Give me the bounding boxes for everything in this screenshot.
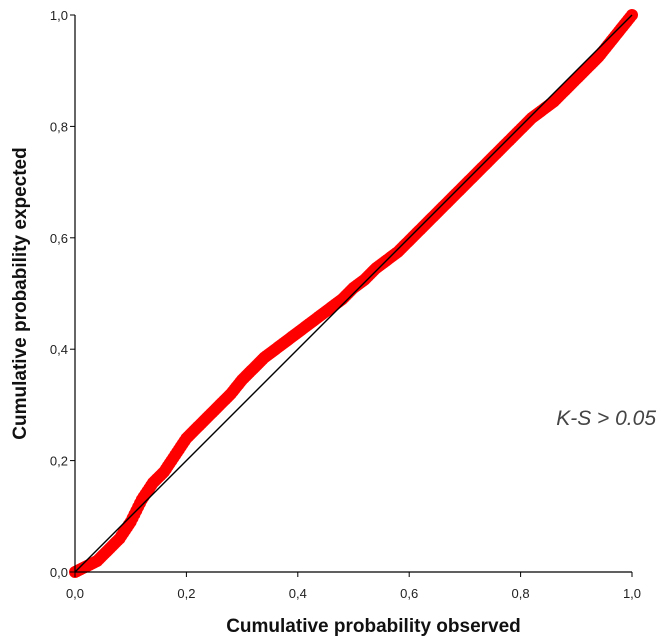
y-ticks: 0,0 0,2 0,4 0,6 0,8 1,0	[50, 8, 75, 580]
y-tick-label: 0,2	[50, 454, 68, 469]
plot-area	[69, 9, 638, 578]
x-tick-label: 0,8	[512, 586, 530, 601]
x-tick-label: 0,6	[400, 586, 418, 601]
x-tick-label: 0,0	[66, 586, 84, 601]
y-tick-label: 0,4	[50, 342, 68, 357]
y-tick-label: 0,8	[50, 119, 68, 134]
y-tick-label: 0,6	[50, 231, 68, 246]
x-tick-label: 0,2	[177, 586, 195, 601]
y-tick-label: 1,0	[50, 8, 68, 23]
x-tick-label: 0,4	[289, 586, 307, 601]
y-tick-label: 0,0	[50, 565, 68, 580]
x-tick-label: 1,0	[623, 586, 641, 601]
x-axis-title: Cumulative probability observed	[226, 616, 521, 637]
x-ticks: 0,0 0,2 0,4 0,6 0,8 1,0	[66, 572, 641, 601]
ks-annotation: K-S > 0.05	[556, 407, 656, 430]
y-axis-title: Cumulative probability expected	[10, 147, 31, 439]
reference-line	[74, 14, 633, 573]
